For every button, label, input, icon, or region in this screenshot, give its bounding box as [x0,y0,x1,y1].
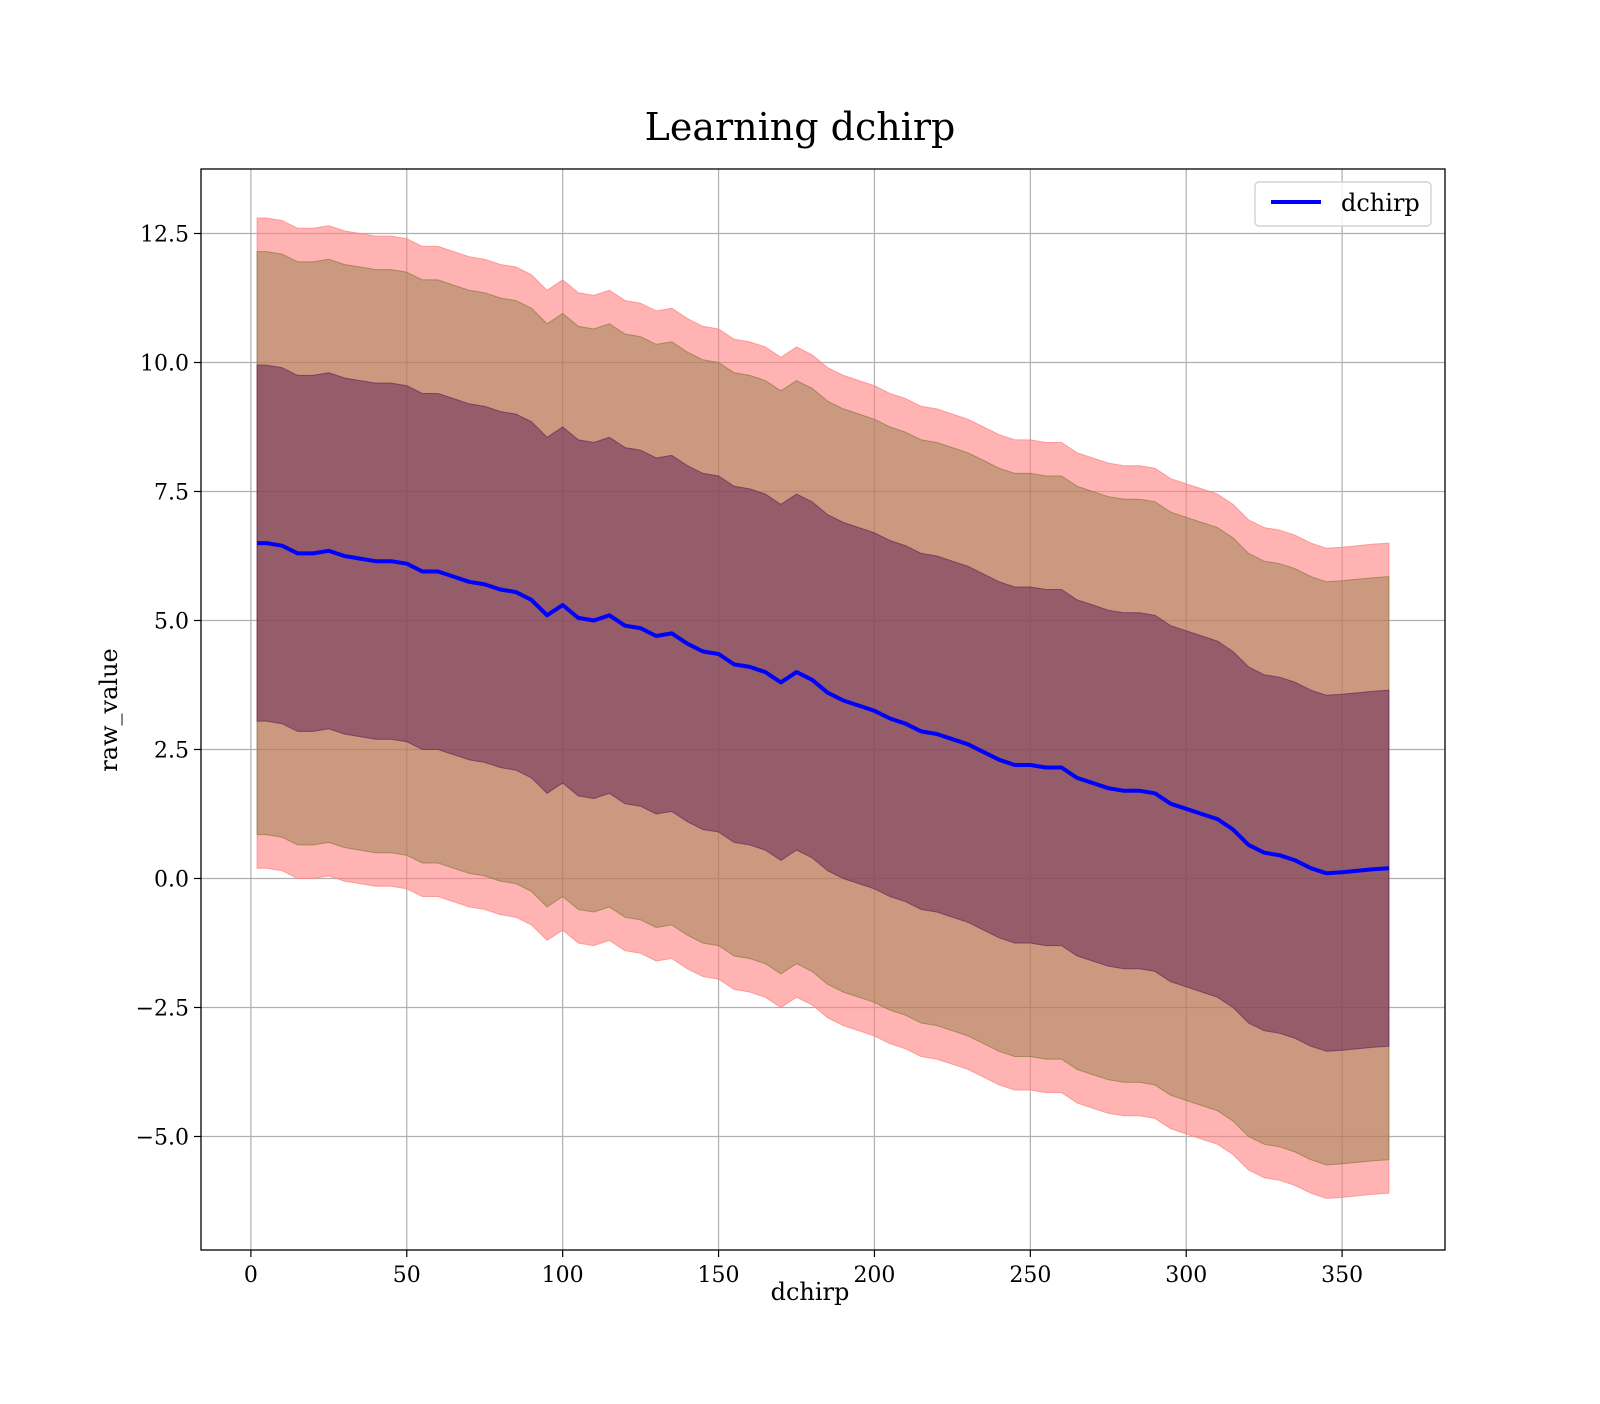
x-axis-ticks: 0 50 100 150 200 250 300 350 [244,1250,1363,1288]
series-lines [257,541,1390,876]
y-tick-label-1: −2.5 [136,996,189,1021]
legend-box [1254,181,1432,227]
chart-title: Learning dchirp [645,105,956,149]
x-tick-label-6: 300 [1165,1263,1207,1288]
confidence-bands [256,217,1390,1199]
y-tick-label-5: 7.5 [154,480,189,505]
y-tick-label-7: 12.5 [140,222,189,247]
y-tick-label-4: 5.0 [154,609,189,634]
x-tick-label-3: 150 [698,1263,740,1288]
x-tick-label-0: 0 [244,1263,258,1288]
band-2 [256,364,1390,1052]
plot-frame [200,168,1446,1251]
y-tick-label-3: 2.5 [154,738,189,763]
legend: dchirp [1254,181,1432,227]
y-tick-label-2: 0.0 [154,867,189,892]
x-tick-label-5: 250 [1009,1263,1051,1288]
legend-label-dchirp: dchirp [1341,189,1420,217]
x-tick-label-2: 100 [542,1263,584,1288]
y-axis-ticks: −5.0 −2.5 0.0 2.5 5.0 7.5 10.0 12.5 [136,222,201,1150]
x-tick-label-1: 50 [393,1263,421,1288]
y-tick-label-0: −5.0 [136,1125,189,1150]
x-tick-label-7: 350 [1321,1263,1363,1288]
x-axis-label: dchirp [771,1278,850,1306]
y-tick-label-6: 10.0 [140,351,189,376]
x-tick-label-4: 200 [853,1263,895,1288]
y-axis-label: raw_value [95,648,123,772]
series-line-dchirp [257,541,1390,876]
